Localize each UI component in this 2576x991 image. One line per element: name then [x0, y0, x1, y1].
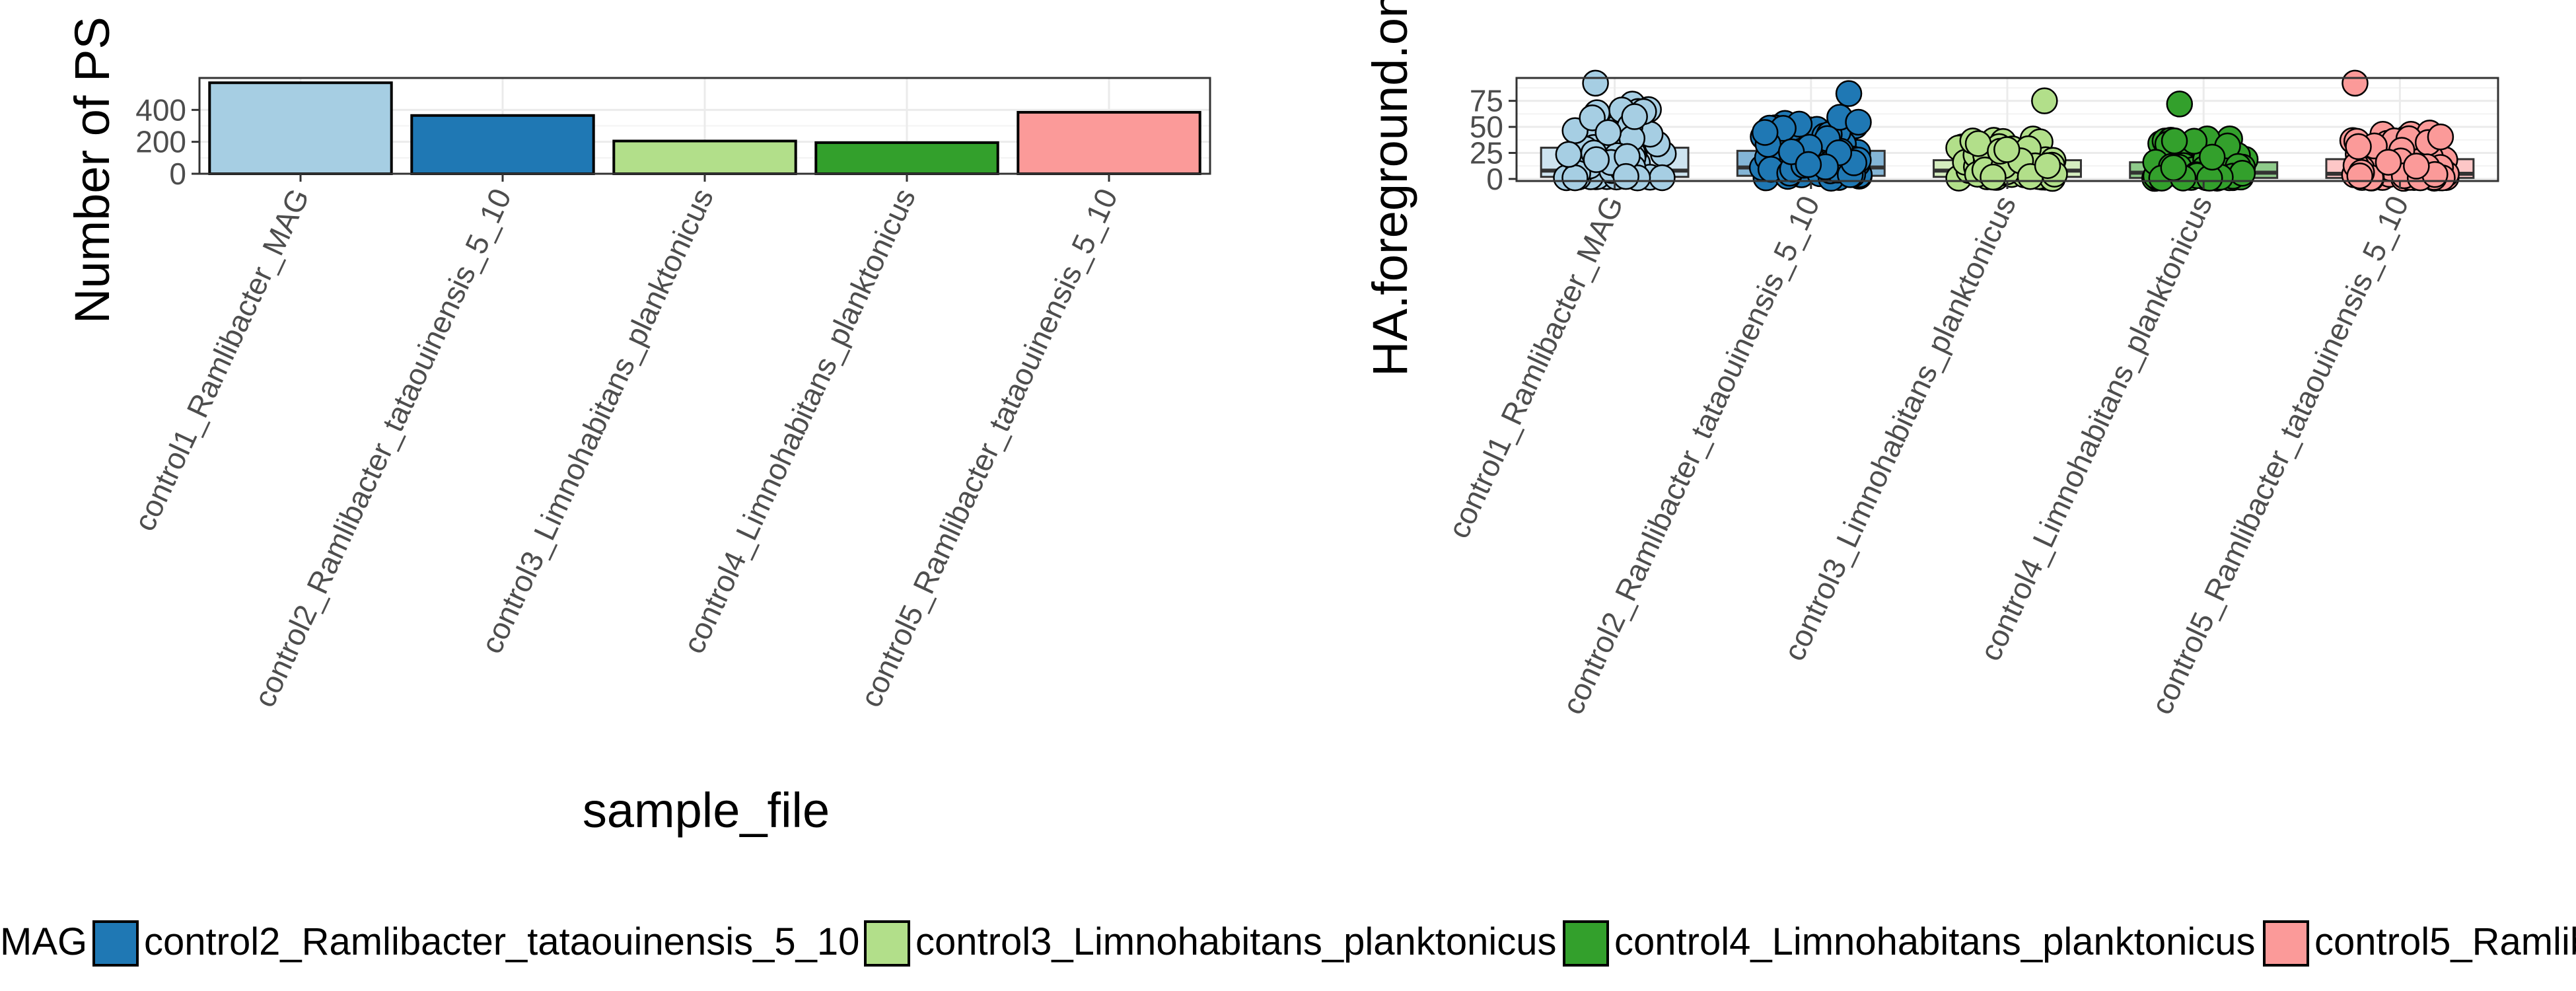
box-point-1	[1649, 164, 1676, 192]
box-point-3	[2031, 87, 2058, 114]
box-point-5	[2342, 69, 2369, 97]
box-point-5	[2346, 162, 2373, 190]
box-point-1	[1594, 119, 1622, 146]
box-chart-x-ticks: control1_Ramlibacter_MAGcontrol2_Ramliba…	[1441, 181, 2415, 719]
box-point-4	[2229, 159, 2256, 187]
box-point-2	[1751, 119, 1779, 146]
bar-4	[814, 141, 999, 175]
box-point-4	[2166, 91, 2194, 118]
box-point-4	[2161, 127, 2188, 155]
bar-y-tick-label: 0	[169, 157, 186, 191]
box-point-3	[2034, 152, 2061, 179]
box-point-1	[1561, 164, 1589, 192]
bar-x-tick-label: control3_Limnohabitans_planktonicus	[474, 183, 720, 659]
legend-item-label: control3_Limnohabitans_planktonicus	[915, 920, 1557, 963]
box-point-5	[2403, 153, 2430, 180]
box-point-1	[1555, 141, 1583, 168]
legend-item-label: MAG	[0, 920, 87, 963]
legend-key-4	[1563, 920, 1609, 967]
bar-x-tick-label: control4_Limnohabitans_planktonicus	[676, 183, 922, 659]
bar-y-tick-label: 400	[135, 92, 186, 127]
bar-3	[612, 139, 797, 175]
legend-key-2	[92, 920, 139, 967]
box-point-5	[2345, 133, 2372, 161]
legend-item-label: control5_Ramlib	[2314, 920, 2576, 963]
box-x-tick-label: control4_Limnohabitans_planktonicus	[1973, 190, 2219, 666]
box-point-2	[1835, 80, 1863, 107]
box-y-tick-label: 0	[1486, 162, 1503, 196]
bar-chart-x-ticks: control1_Ramlibacter_MAGcontrol2_Ramliba…	[127, 174, 1124, 712]
box-point-2	[1795, 151, 1822, 178]
bar-5	[1017, 110, 1201, 175]
box-x-tick-label: control1_Ramlibacter_MAG	[1441, 190, 1630, 543]
box-point-4	[2160, 154, 2188, 182]
bar-chart-x-axis-label: sample_file	[583, 783, 830, 838]
box-point-1	[1621, 103, 1648, 130]
bar-1	[208, 81, 393, 175]
box-point-5	[2375, 149, 2402, 176]
box-point-3	[1993, 136, 2021, 163]
box-y-tick-label: 25	[1470, 135, 1503, 170]
bar-x-tick-label: control5_Ramlibacter_tataouinensis_5_10	[853, 183, 1124, 712]
box-x-tick-label: control3_Limnohabitans_planktonicus	[1777, 190, 2022, 666]
box-chart-y-axis-label: HA.foreground.on	[1363, 0, 1417, 377]
legend-item-label: control2_Ramlibacter_tataouinensis_5_10	[144, 920, 859, 963]
box-point-1	[1583, 146, 1610, 173]
box-y-tick-label: 50	[1470, 110, 1503, 144]
box-y-tick-label: 75	[1470, 84, 1503, 118]
box-point-2	[1845, 108, 1872, 136]
bar-x-tick-label: control2_Ramlibacter_tataouinensis_5_10	[247, 183, 518, 712]
legend: MAG control2_Ramlibacter_tataouinensis_5_…	[0, 920, 2576, 967]
box-point-3	[1980, 163, 2007, 191]
legend-key-5	[2263, 920, 2309, 967]
box-point-5	[2427, 123, 2454, 151]
bar-chart-y-axis-label: Number of PS	[65, 17, 120, 324]
legend-key-3	[864, 920, 910, 967]
bar-x-tick-label: control1_Ramlibacter_MAG	[127, 183, 316, 536]
box-point-1	[1612, 163, 1639, 190]
bar-y-tick-label: 200	[135, 125, 186, 159]
legend-item-label: control4_Limnohabitans_planktonicus	[1614, 920, 2256, 963]
box-point-1	[1582, 69, 1609, 97]
bar-2	[410, 114, 595, 176]
box-point-4	[2198, 143, 2226, 171]
